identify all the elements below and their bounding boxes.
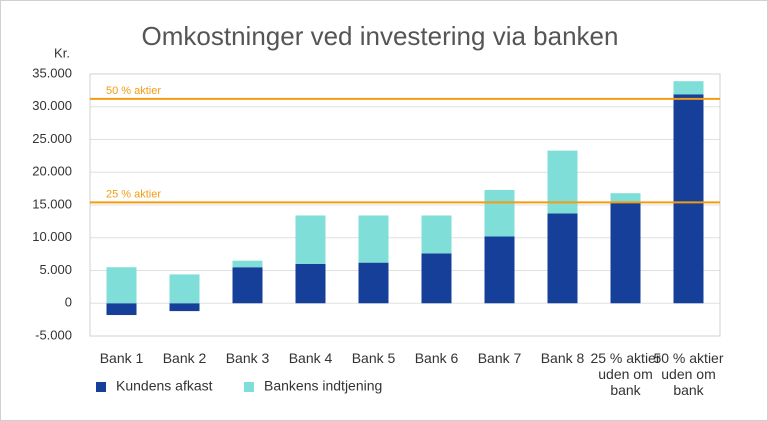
bar [169,303,200,312]
legend-swatch [96,382,106,392]
x-tick-label: 50 % aktier uden om bank [653,350,724,398]
bar [610,193,641,204]
reference-label: 25 % aktier [106,188,161,200]
y-tick-label: 20.000 [32,164,72,179]
x-tick-label: Bank 4 [288,350,333,366]
legend-label: Kundens afkast [116,378,213,394]
y-axis-label: Kr. [54,45,70,60]
y-tick-label: -5.000 [35,327,72,342]
y-tick-label: 30.000 [32,98,72,113]
bar [484,189,515,237]
x-tick-label: Bank 8 [540,350,585,366]
x-tick-label: Bank 3 [225,350,270,366]
bar [358,262,389,304]
bar [106,303,137,316]
x-tick-label: Bank 7 [477,350,522,366]
x-tick-label: Bank 2 [162,350,207,366]
bar [295,263,326,304]
bar [232,260,263,268]
x-tick-label: Bank 5 [351,350,396,366]
bar [232,267,263,304]
bar [547,150,578,214]
bar [358,215,389,263]
bar [673,94,704,304]
chart-title: Omkostninger ved investering via banken [142,21,619,51]
bar [610,203,641,304]
bar [547,213,578,304]
reference-label: 50 % aktier [106,85,161,97]
bar [169,274,200,304]
bar [106,267,137,304]
bar [673,81,704,95]
y-tick-label: 5.000 [39,262,72,277]
legend-swatch [244,382,254,392]
y-tick-label: 35.000 [32,65,72,80]
y-tick-label: 15.000 [32,196,72,211]
bar [484,236,515,304]
y-tick-label: 10.000 [32,229,72,244]
x-tick-label: Bank 6 [414,350,459,366]
y-tick-label: 0 [65,295,72,310]
x-tick-label: 25 % aktier uden om bank [590,350,661,398]
bar [421,215,452,254]
bar [295,215,326,264]
legend-label: Bankens indtjening [264,378,382,394]
y-tick-label: 25.000 [32,131,72,146]
plot-border [89,73,721,337]
bar [421,253,452,304]
x-tick-label: Bank 1 [99,350,144,366]
